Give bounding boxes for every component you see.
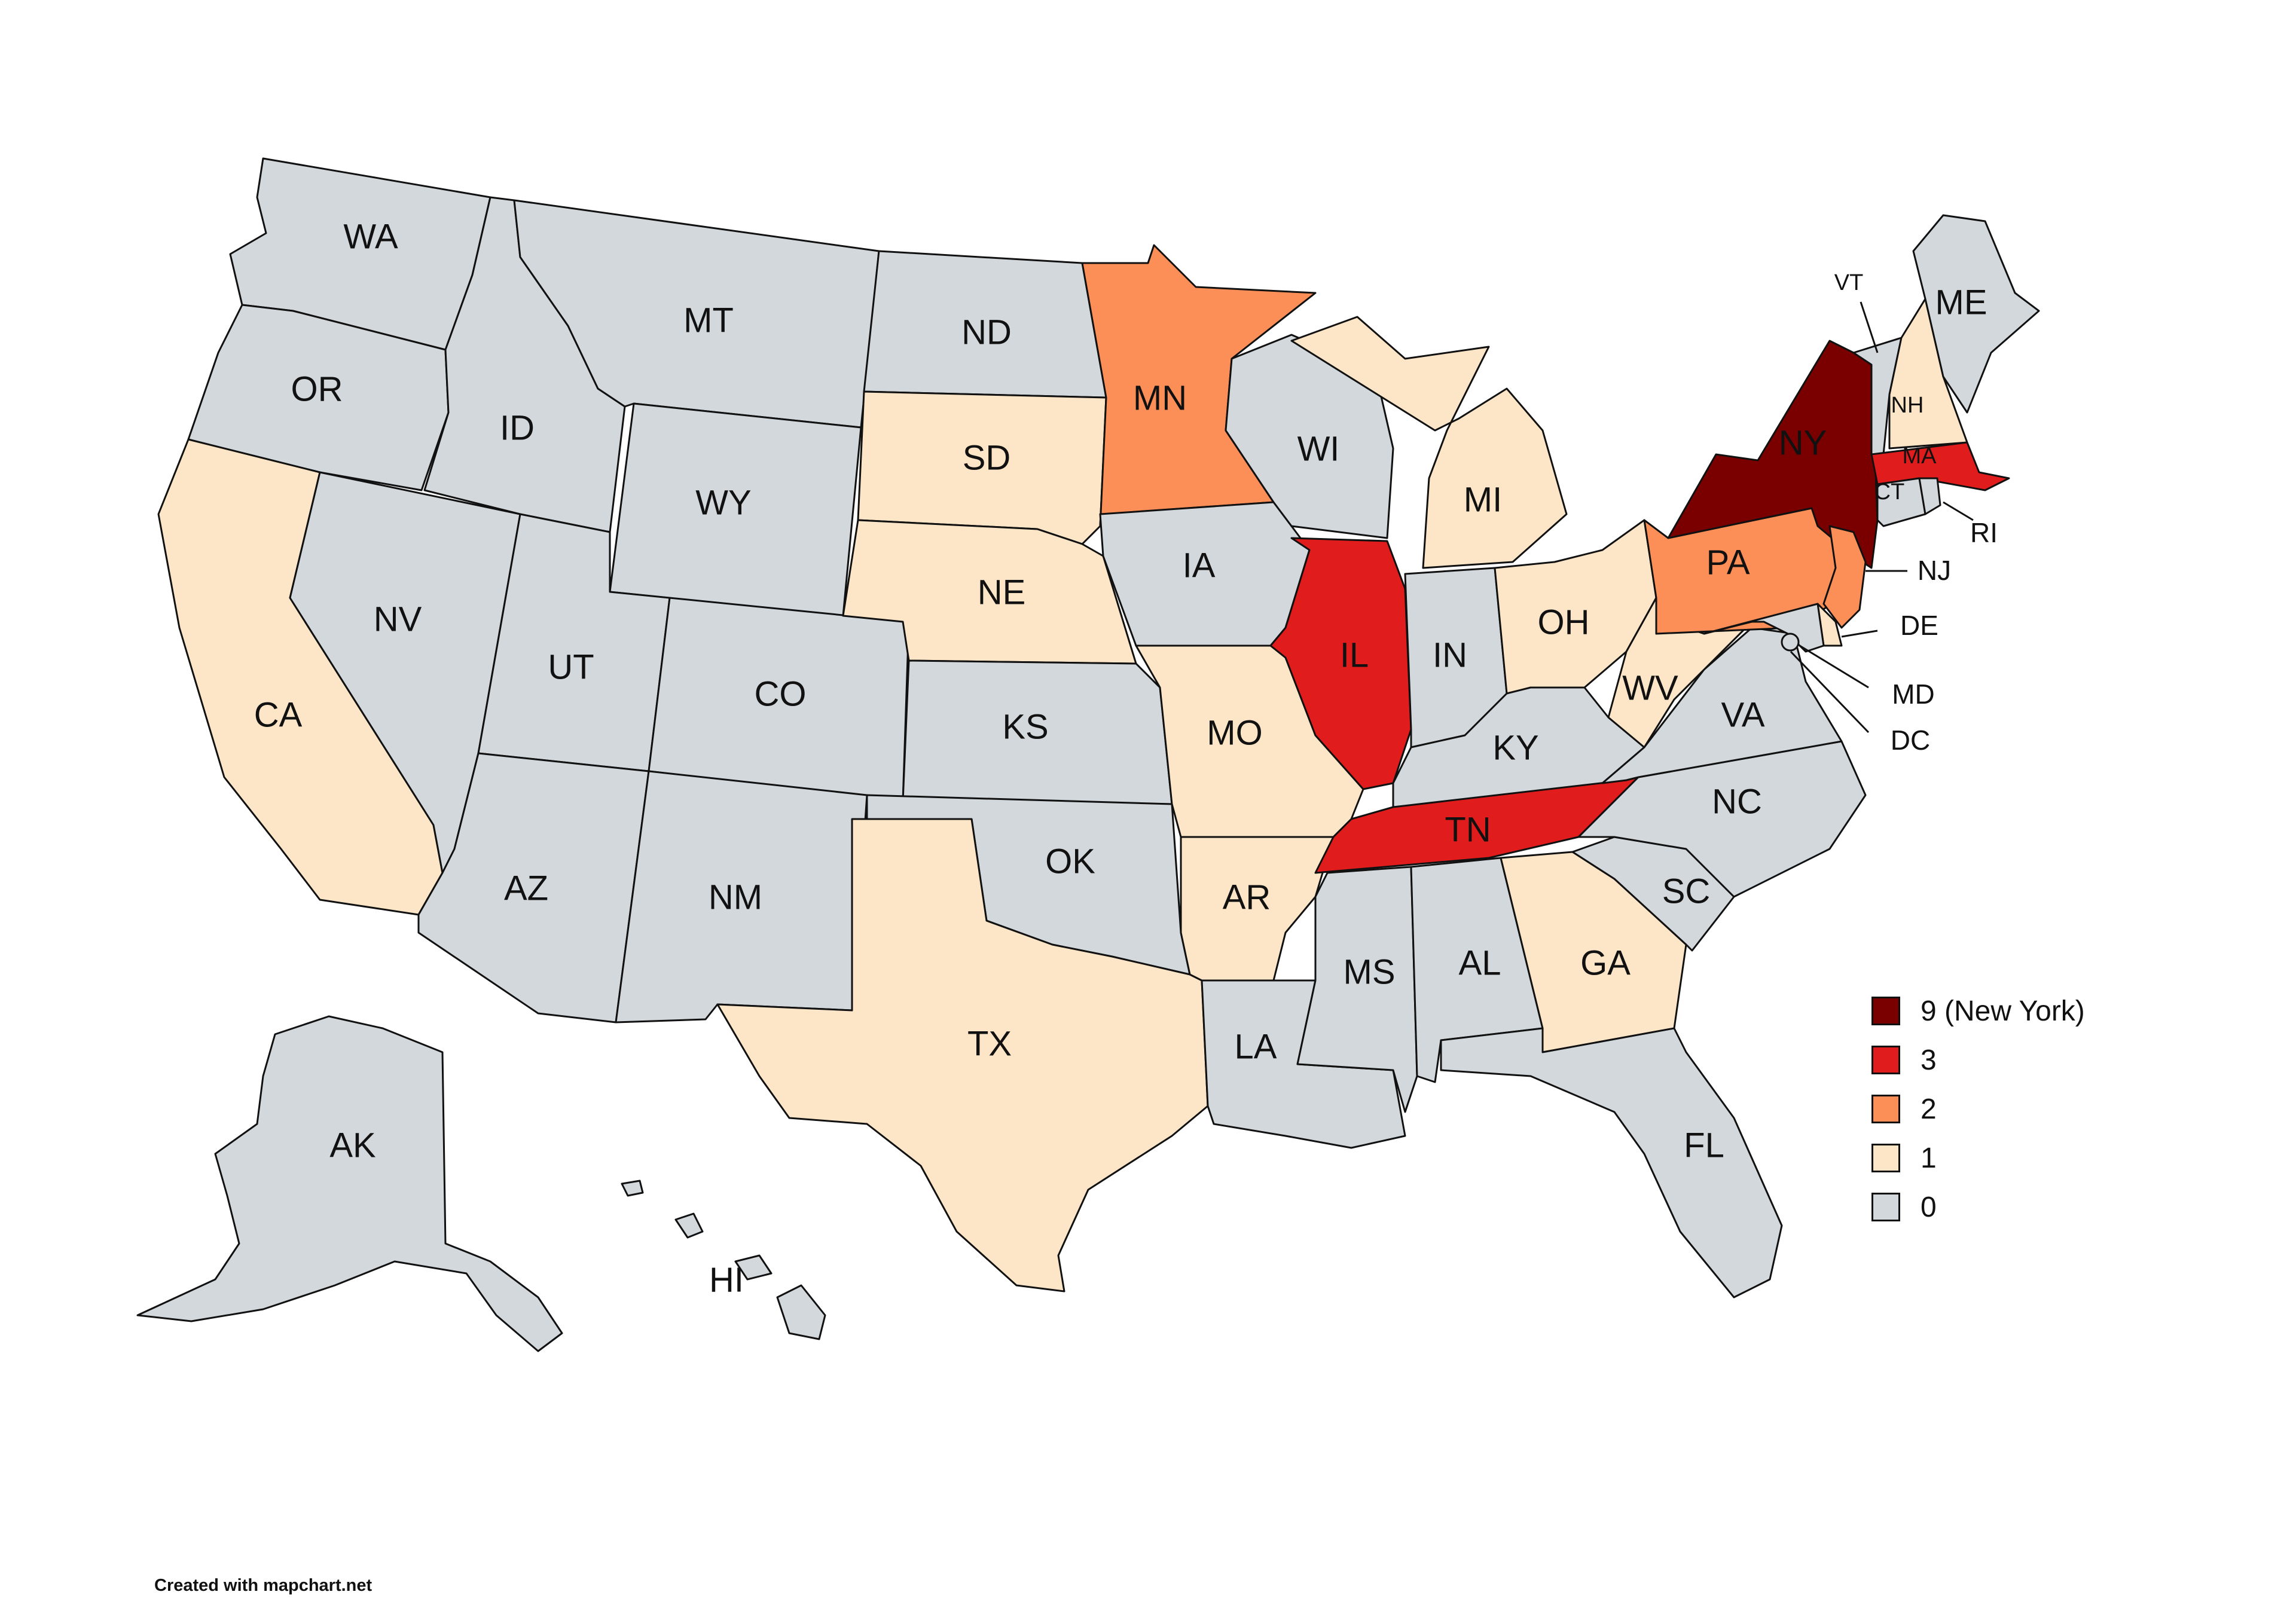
state-label-tx: TX bbox=[967, 1024, 1012, 1063]
state-label-mt: MT bbox=[683, 301, 734, 340]
state-label-nc: NC bbox=[1712, 782, 1762, 821]
state-tx[interactable] bbox=[716, 818, 1209, 1293]
map-legend: 9 (New York) 3 2 1 0 bbox=[1871, 986, 2085, 1232]
legend-swatch bbox=[1871, 1095, 1900, 1123]
state-label-or: OR bbox=[291, 369, 343, 408]
leader-ri bbox=[1943, 501, 1974, 521]
state-label-al: AL bbox=[1459, 943, 1501, 982]
legend-swatch bbox=[1871, 997, 1900, 1025]
state-label-nj: NJ bbox=[1918, 555, 1951, 586]
legend-label: 0 bbox=[1921, 1191, 1937, 1223]
legend-item-3: 3 bbox=[1871, 1035, 2085, 1084]
state-label-nv: NV bbox=[374, 600, 422, 638]
state-label-md: MD bbox=[1892, 679, 1935, 710]
legend-label: 1 bbox=[1921, 1142, 1937, 1174]
state-label-ok: OK bbox=[1045, 842, 1095, 881]
state-label-ak: AK bbox=[329, 1126, 376, 1165]
state-me[interactable] bbox=[1912, 214, 2040, 414]
state-label-la: LA bbox=[1235, 1027, 1277, 1066]
state-label-ks: KS bbox=[1002, 707, 1048, 746]
state-label-sc: SC bbox=[1662, 872, 1711, 911]
state-label-ma: MA bbox=[1903, 444, 1937, 469]
state-label-ky: KY bbox=[1492, 728, 1538, 767]
state-va[interactable] bbox=[1601, 627, 1843, 784]
state-label-me: ME bbox=[1935, 283, 1987, 322]
state-label-id: ID bbox=[500, 408, 535, 447]
state-label-de: DE bbox=[1900, 610, 1938, 641]
state-label-az: AZ bbox=[504, 869, 548, 908]
state-label-ri: RI bbox=[1970, 517, 1998, 548]
state-label-dc: DC bbox=[1891, 725, 1930, 756]
state-label-sd: SD bbox=[963, 438, 1011, 477]
state-label-ut: UT bbox=[548, 647, 594, 686]
state-label-mi: MI bbox=[1464, 480, 1502, 519]
state-label-ms: MS bbox=[1344, 952, 1396, 991]
state-mi[interactable] bbox=[1290, 316, 1568, 569]
state-label-oh: OH bbox=[1538, 603, 1590, 641]
leader-de bbox=[1841, 630, 1878, 638]
state-label-co: CO bbox=[755, 674, 807, 713]
state-il[interactable] bbox=[1269, 537, 1412, 790]
leader-md bbox=[1799, 644, 1869, 689]
state-label-ne: NE bbox=[978, 573, 1026, 612]
state-label-ga: GA bbox=[1580, 943, 1631, 982]
legend-item-1: 1 bbox=[1871, 1134, 2085, 1183]
state-or[interactable] bbox=[187, 304, 450, 491]
state-label-ct: CT bbox=[1874, 479, 1905, 505]
legend-item-0: 0 bbox=[1871, 1183, 2085, 1232]
legend-swatch bbox=[1871, 1144, 1900, 1172]
state-dc[interactable] bbox=[1781, 633, 1800, 652]
state-ct[interactable] bbox=[1876, 477, 1926, 527]
state-nj[interactable] bbox=[1822, 525, 1867, 629]
state-label-wy: WY bbox=[695, 483, 751, 522]
state-label-pa: PA bbox=[1706, 543, 1750, 582]
state-label-nm: NM bbox=[709, 878, 762, 916]
legend-label: 9 (New York) bbox=[1921, 995, 2085, 1027]
state-label-wv: WV bbox=[1622, 668, 1678, 707]
state-label-vt: VT bbox=[1834, 270, 1864, 295]
legend-swatch bbox=[1871, 1193, 1900, 1221]
state-label-nd: ND bbox=[961, 313, 1012, 352]
state-label-mo: MO bbox=[1207, 713, 1262, 752]
state-label-tn: TN bbox=[1445, 810, 1491, 849]
legend-label: 3 bbox=[1921, 1044, 1937, 1076]
legend-label: 2 bbox=[1921, 1093, 1937, 1125]
leader-vt bbox=[1860, 301, 1879, 353]
state-label-in: IN bbox=[1433, 636, 1467, 674]
state-label-ar: AR bbox=[1223, 878, 1271, 916]
state-label-ca: CA bbox=[254, 695, 303, 734]
legend-swatch bbox=[1871, 1046, 1900, 1074]
state-label-nh: NH bbox=[1891, 393, 1924, 418]
state-ri[interactable] bbox=[1918, 477, 1941, 515]
state-ak[interactable] bbox=[136, 1015, 563, 1352]
state-hi[interactable] bbox=[621, 1180, 826, 1340]
credit-text: Created with mapchart.net bbox=[154, 1576, 373, 1595]
state-label-mn: MN bbox=[1133, 378, 1187, 417]
state-label-fl: FL bbox=[1684, 1126, 1724, 1165]
state-label-wi: WI bbox=[1297, 429, 1340, 468]
state-label-ia: IA bbox=[1183, 546, 1216, 585]
state-label-wa: WA bbox=[343, 217, 398, 256]
legend-item-2: 2 bbox=[1871, 1084, 2085, 1134]
leader-dc bbox=[1790, 650, 1870, 734]
legend-item-9: 9 (New York) bbox=[1871, 986, 2085, 1035]
state-label-hi: HI bbox=[709, 1260, 744, 1299]
state-fl[interactable] bbox=[1440, 1027, 1783, 1299]
state-label-va: VA bbox=[1721, 695, 1764, 734]
state-label-il: IL bbox=[1340, 636, 1369, 674]
state-label-ny: NY bbox=[1779, 423, 1827, 462]
